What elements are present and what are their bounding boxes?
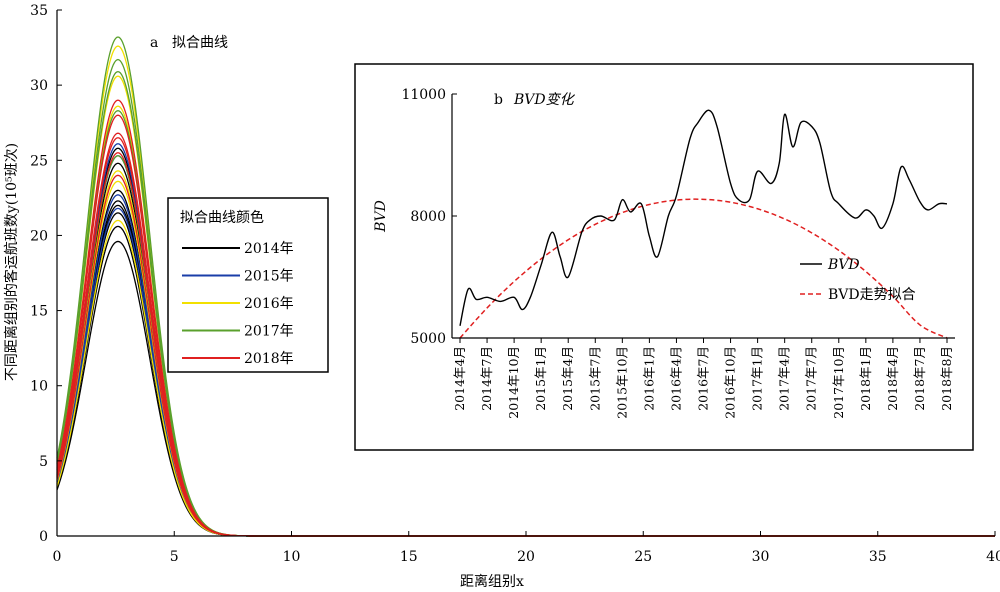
panel-a-y-tick-label: 10 <box>30 379 48 395</box>
series-line-bvd <box>459 109 948 326</box>
panel-b-x-tick-label: 2014年4月 <box>452 346 467 411</box>
panel-a-y-tick-label: 0 <box>39 529 48 545</box>
panel-b-legend: BVD BVD走势拟合 <box>800 257 916 303</box>
panel-a-y-tick-label: 15 <box>30 304 48 320</box>
legend-title: 拟合曲线颜色 <box>180 209 264 226</box>
panel-a-x-tick-label: 0 <box>53 549 62 565</box>
legend-label-2015年: 2015年 <box>244 269 294 285</box>
legend-box <box>167 197 329 373</box>
panel-b-title: BVD变化 <box>513 92 576 108</box>
panel-b: 5000 8000 11000 2014年4月 2014年7月 2014年10月 2015年… <box>354 63 974 451</box>
panel-b-x-tick-label: 2017年7月 <box>804 346 819 411</box>
panel-b-x-tick-label: 2015年10月 <box>614 346 629 419</box>
panel-a-ylabel: 不同距离组别的客运航班数y(10⁵班次) <box>3 143 20 381</box>
panel-a-xlabel: 距离组别x <box>460 573 524 590</box>
legend-label-2018年: 2018年 <box>244 351 294 367</box>
panel-b-label: b <box>494 92 503 108</box>
panel-b-x-tick-label: 2017年10月 <box>831 346 846 419</box>
panel-a-title: 拟合曲线 <box>172 35 228 51</box>
panel-b-x-tick-label: 2015年1月 <box>533 346 548 411</box>
panel-a-y-tick-label: 25 <box>30 153 48 169</box>
panel-a-axes: 0 5 10 15 20 25 30 35 40 0 5 10 15 20 25 30 35 <box>30 3 1000 565</box>
legend-label-2014年: 2014年 <box>244 241 294 257</box>
panel-b-x-tick-label: 2016年10月 <box>723 346 738 419</box>
panel-b-x-tick-label: 2014年10月 <box>506 346 521 419</box>
panel-b-x-tick-label: 2015年7月 <box>587 346 602 411</box>
panel-a-x-tick-label: 5 <box>170 549 179 565</box>
legend-label-bvd: BVD <box>827 257 860 273</box>
panel-a-x-tick-label: 15 <box>400 549 418 565</box>
legend-label-bvd-fit: BVD走势拟合 <box>828 287 916 303</box>
panel-b-x-tick-label: 2016年7月 <box>696 346 711 411</box>
panel-a-x-tick-label: 25 <box>634 549 652 565</box>
panel-a-label: a <box>150 35 158 51</box>
legend-items: 2014年 2015年 2016年 2017年 2018年 <box>182 241 294 367</box>
panel-b-y-tick-label: 11000 <box>401 87 446 103</box>
panel-a: 0 5 10 15 20 25 30 35 40 0 5 10 15 20 25 30 35 a 拟合曲线 距离… <box>3 3 1000 590</box>
inset-frame <box>354 63 974 451</box>
panel-b-y-tick-label: 5000 <box>410 331 446 347</box>
panel-b-y-tick-label: 8000 <box>410 209 446 225</box>
panel-a-x-tick-label: 20 <box>517 549 535 565</box>
panel-a-y-tick-label: 35 <box>30 3 48 19</box>
panel-b-x-tick-label: 2018年7月 <box>912 346 927 411</box>
panel-b-x-tick-label: 2018年4月 <box>885 346 900 411</box>
panel-b-x-tick-label: 2016年1月 <box>641 346 656 411</box>
panel-b-ylabel: BVD <box>373 200 389 233</box>
panel-a-x-tick-label: 30 <box>752 549 770 565</box>
panel-b-x-tick-label: 2016年4月 <box>668 346 683 411</box>
panel-a-x-tick-label: 10 <box>283 549 301 565</box>
panel-b-axes: 5000 8000 11000 2014年4月 2014年7月 2014年10月 2015年… <box>401 87 955 419</box>
panel-b-x-tick-label: 2014年7月 <box>479 346 494 411</box>
panel-a-y-tick-label: 30 <box>30 78 48 94</box>
panel-b-x-tick-label: 2018年1月 <box>858 346 873 411</box>
panel-a-y-tick-label: 20 <box>30 228 48 244</box>
legend-label-2017年: 2017年 <box>244 324 294 340</box>
panel-a-x-tick-label: 40 <box>986 549 1000 565</box>
panel-b-x-tick-label: 2018年8月 <box>939 346 954 411</box>
legend-label-2016年: 2016年 <box>244 296 294 312</box>
panel-a-legend: 拟合曲线颜色 2014年 2015年 2016年 2017年 2018年 <box>167 197 329 373</box>
panel-b-x-tick-label: 2017年4月 <box>777 346 792 411</box>
panel-b-x-tick-label: 2017年1月 <box>750 346 765 411</box>
panel-a-x-tick-label: 35 <box>869 549 887 565</box>
panel-b-x-tick-label: 2015年4月 <box>560 346 575 411</box>
panel-a-y-tick-label: 5 <box>39 454 48 470</box>
panel-b-lines <box>459 109 948 339</box>
series-line-bvd-fit <box>459 198 948 339</box>
